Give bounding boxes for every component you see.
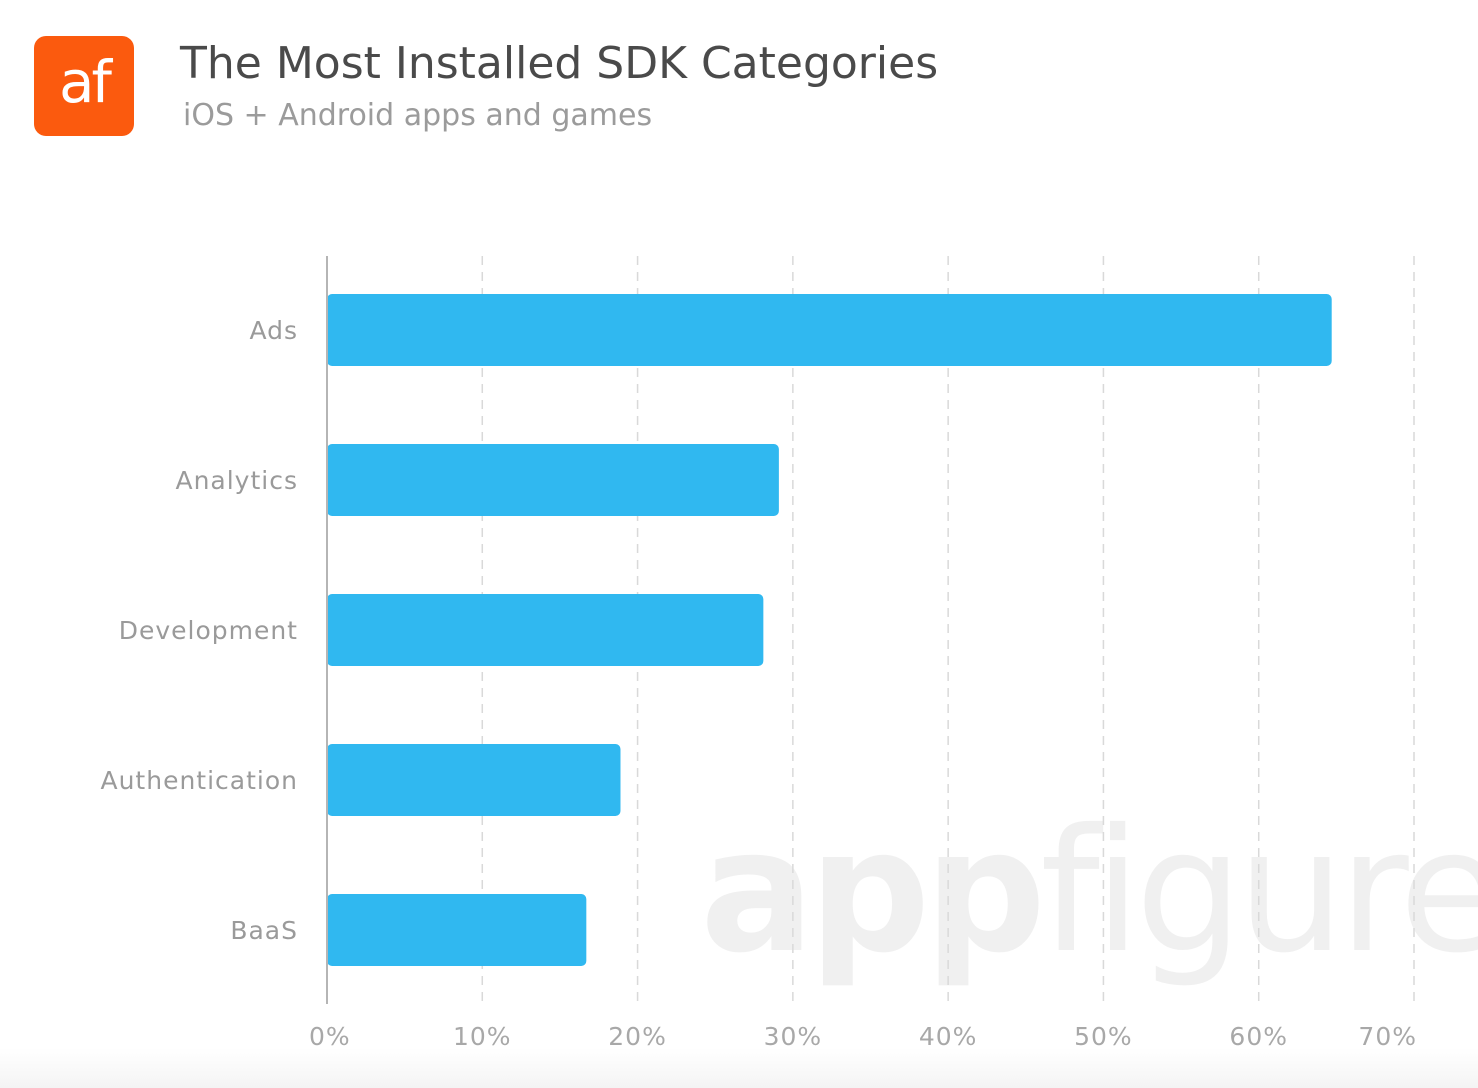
- chart-subtitle: iOS + Android apps and games: [183, 98, 653, 133]
- chart-title: The Most Installed SDK Categories: [180, 38, 939, 89]
- category-label-analytics: Analytics: [175, 466, 298, 495]
- bar-analytics: [327, 444, 779, 516]
- category-label-development: Development: [119, 616, 298, 645]
- x-tick-label-30pct: 30%: [764, 1022, 823, 1051]
- category-label-baas: BaaS: [230, 916, 298, 945]
- bar-ads: [327, 294, 1332, 366]
- logo-text: af: [59, 48, 112, 116]
- x-tick-label-70pct: 70%: [1358, 1022, 1417, 1051]
- labels: Ads Analytics Development Authentication Baa…: [100, 316, 1417, 1051]
- watermark-light: figures: [1040, 793, 1478, 991]
- x-tick-label-10pct: 10%: [453, 1022, 512, 1051]
- bar-development: [327, 594, 764, 666]
- bar-authentication: [327, 744, 621, 816]
- category-label-authentication: Authentication: [100, 766, 298, 795]
- x-tick-label-20pct: 20%: [608, 1022, 667, 1051]
- bars: [327, 294, 1332, 966]
- x-tick-label-40pct: 40%: [919, 1022, 978, 1051]
- watermark-bold: app: [700, 793, 1040, 991]
- bar-baas: [327, 894, 587, 966]
- x-tick-label-50pct: 50%: [1074, 1022, 1133, 1051]
- appfigures-logo: af: [34, 36, 134, 136]
- x-tick-label-0pct: 0%: [309, 1022, 351, 1051]
- footer-fade: [0, 1048, 1478, 1088]
- watermark: appfigures: [700, 793, 1478, 991]
- category-label-ads: Ads: [249, 316, 298, 345]
- x-tick-label-60pct: 60%: [1229, 1022, 1288, 1051]
- watermark-text: appfigures: [700, 793, 1478, 991]
